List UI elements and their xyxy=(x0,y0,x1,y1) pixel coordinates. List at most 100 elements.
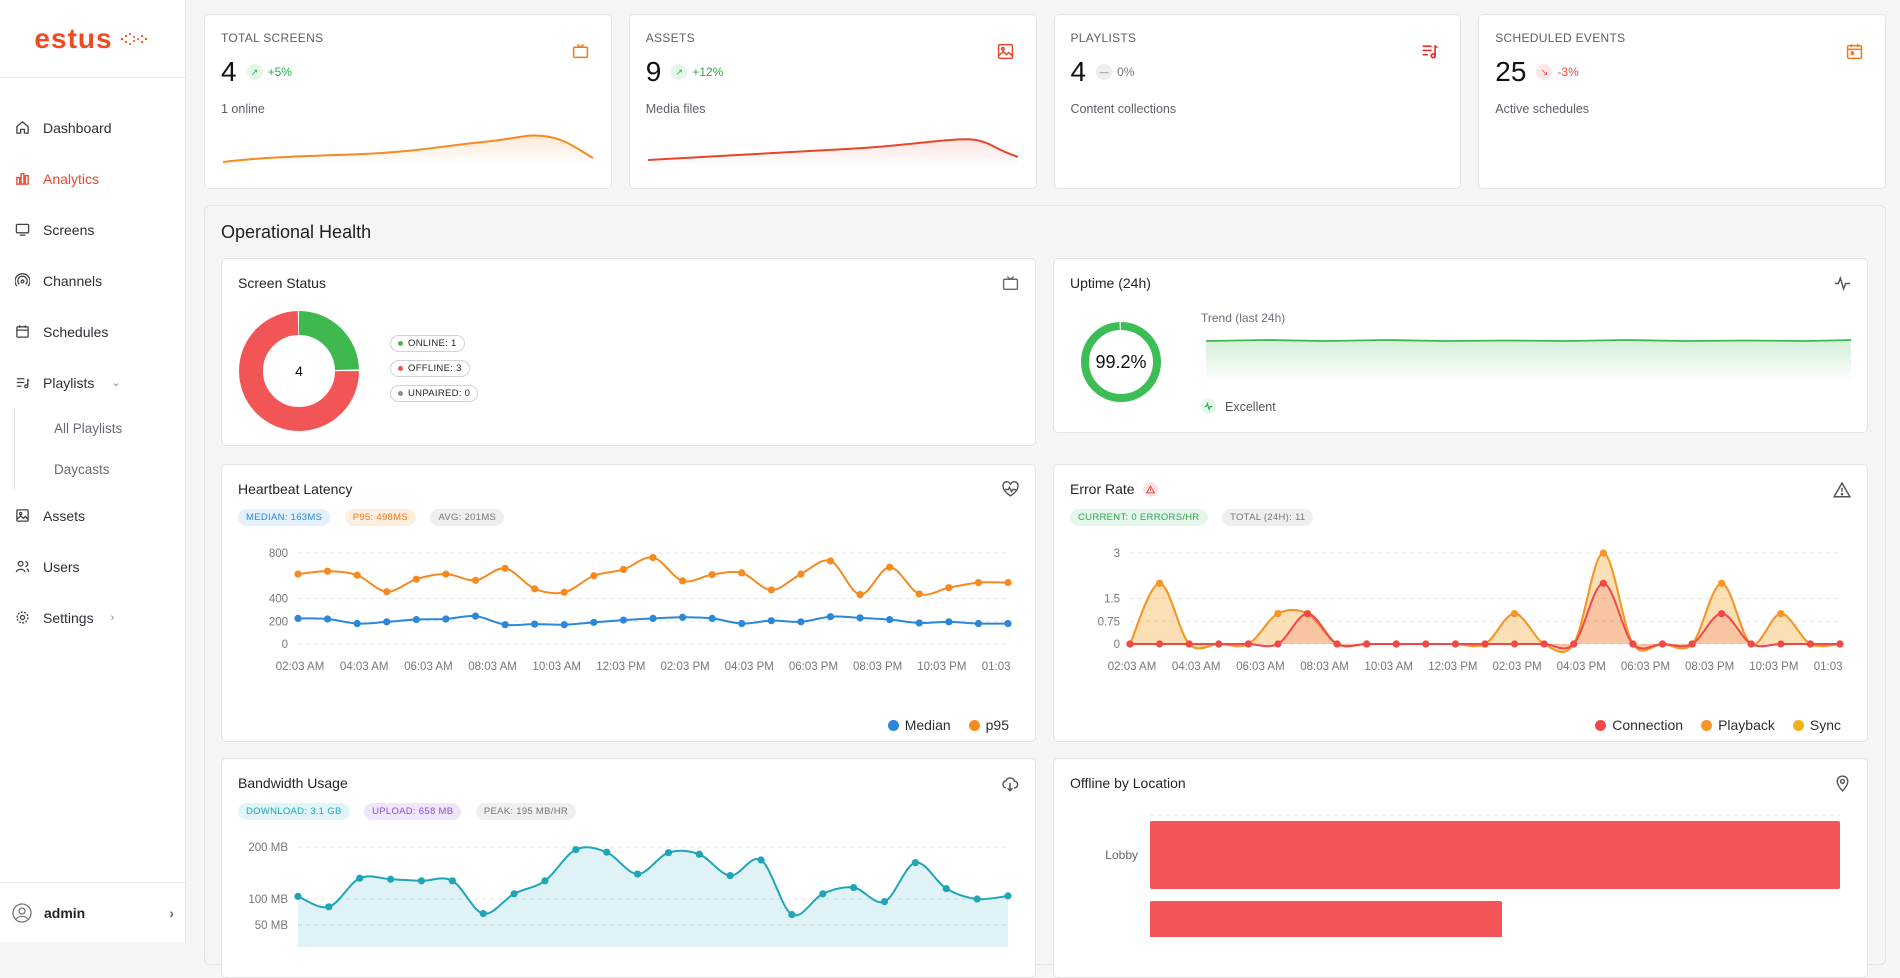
sidebar-item-screens[interactable]: Screens xyxy=(0,204,185,255)
calendar-icon xyxy=(1846,43,1863,65)
logo[interactable]: estus xyxy=(0,0,185,78)
data-point xyxy=(708,614,716,623)
data-point xyxy=(383,618,391,626)
legend-swatch xyxy=(968,719,980,731)
data-point xyxy=(886,615,894,624)
chevron-right-icon: › xyxy=(110,611,115,624)
x-tick-label: 04:03 AM xyxy=(1172,661,1221,673)
kpi-card-playlists[interactable]: PLAYLISTS 4 — 0% Content collections xyxy=(1053,14,1462,189)
list-music-icon xyxy=(1421,43,1439,65)
data-point xyxy=(1333,640,1341,648)
data-point xyxy=(1481,640,1489,648)
avatar-icon xyxy=(12,902,32,923)
sidebar-item-schedules[interactable]: Schedules xyxy=(0,306,185,357)
sidebar-item-label: Channels xyxy=(43,272,103,289)
data-point xyxy=(974,578,983,587)
legend-item-playback: Playback xyxy=(1701,717,1775,733)
subnav-item-daycasts[interactable]: Daycasts xyxy=(54,462,110,477)
data-point xyxy=(973,895,981,903)
data-point xyxy=(767,586,775,594)
data-point xyxy=(708,571,716,579)
x-tick-label: 04:03 AM xyxy=(340,661,389,673)
sidebar-item-settings[interactable]: Settings › xyxy=(0,592,185,643)
sidebar-item-analytics[interactable]: Analytics xyxy=(0,153,185,204)
trend-badge: ↗ +12% xyxy=(671,64,723,80)
data-point xyxy=(1155,640,1164,648)
series-area xyxy=(1130,553,1840,653)
data-point xyxy=(1363,640,1371,648)
data-point xyxy=(501,564,509,572)
logo-mark-icon xyxy=(120,32,147,45)
sidebar-item-label: Settings xyxy=(43,609,94,626)
sidebar-item-dashboard[interactable]: Dashboard xyxy=(0,102,185,153)
data-point xyxy=(531,620,539,628)
data-point xyxy=(856,590,864,599)
uptime-panel: Uptime (24h) 99.2% Trend (last 24h) Exce… xyxy=(1053,258,1868,433)
x-tick-label: 02:03 PM xyxy=(1492,661,1541,673)
data-point xyxy=(788,911,796,919)
monitor-icon xyxy=(14,222,30,238)
heartbeat-legend: Median p95 xyxy=(887,717,1009,733)
x-tick-label: 10:03 AM xyxy=(1364,661,1413,673)
data-point xyxy=(353,571,361,579)
data-point xyxy=(479,909,487,918)
series-area xyxy=(298,847,1008,947)
cloud-download-icon xyxy=(1001,775,1019,798)
status-text: ONLINE: 1 xyxy=(408,338,457,349)
data-point xyxy=(294,570,302,578)
kpi-subtitle: Active schedules xyxy=(1495,102,1590,116)
data-point xyxy=(726,872,734,880)
data-point xyxy=(541,877,549,885)
data-point xyxy=(649,614,657,623)
data-point xyxy=(856,614,864,622)
activity-icon xyxy=(1201,399,1216,414)
sidebar-item-channels[interactable]: Channels xyxy=(0,255,185,306)
data-point xyxy=(1185,640,1193,648)
subnav-item-all-playlists[interactable]: All Playlists xyxy=(54,421,123,436)
x-tick-label: 06:03 AM xyxy=(404,661,453,673)
x-tick-label: 04:03 PM xyxy=(1557,661,1606,673)
status-text: OFFLINE: 3 xyxy=(408,363,462,374)
sidebar-item-assets[interactable]: Assets xyxy=(0,490,185,541)
y-tick-label: 400 xyxy=(269,594,288,606)
data-point xyxy=(1718,610,1726,618)
sidebar: estus Dashboard Analytics Screens Channe… xyxy=(0,0,186,942)
bar xyxy=(1150,901,1502,937)
donut-slice-online xyxy=(239,311,359,431)
data-point xyxy=(1599,549,1607,557)
current-errors-pill: CURRENT: 0 ERRORS/HR xyxy=(1070,509,1208,526)
status-text: UNPAIRED: 0 xyxy=(408,388,471,399)
sidebar-item-label: Users xyxy=(43,558,80,575)
alert-icon xyxy=(1142,481,1158,497)
data-point xyxy=(738,619,746,628)
sidebar-item-users[interactable]: Users xyxy=(0,541,185,592)
uptime-ring-arc xyxy=(1081,322,1161,402)
kpi-card-total-screens[interactable]: TOTAL SCREENS 4 ↗ +5% 1 online xyxy=(204,14,612,189)
user-menu[interactable]: admin › xyxy=(0,882,186,942)
panel-title: Bandwidth Usage xyxy=(238,775,348,791)
data-point xyxy=(353,619,361,628)
data-point xyxy=(531,585,539,593)
screen-status-panel: Screen Status 4 ONLINE: 1 OFFLINE: 3 UNP… xyxy=(221,258,1036,446)
kpi-sparkline xyxy=(647,138,1018,166)
trend-value: +12% xyxy=(692,65,724,79)
legend-label: Sync xyxy=(1809,717,1841,733)
kpi-card-assets[interactable]: ASSETS 9 ↗ +12% Media files xyxy=(628,14,1037,189)
data-point xyxy=(1274,610,1282,618)
panel-title: Offline by Location xyxy=(1070,775,1186,791)
data-point xyxy=(1510,640,1519,648)
x-tick-label: 08:03 AM xyxy=(468,661,517,673)
p95-pill: P95: 498MS xyxy=(344,509,416,526)
data-point xyxy=(678,577,687,585)
data-point xyxy=(880,898,889,906)
y-tick-label: 800 xyxy=(269,548,288,560)
y-tick-label: 100 MB xyxy=(248,894,288,906)
x-tick-label: 10:03 PM xyxy=(1749,661,1798,673)
warning-icon xyxy=(1832,481,1852,504)
kpi-card-scheduled-events[interactable]: SCHEDULED EVENTS 25 ↘ -3% Active schedule… xyxy=(1478,14,1886,189)
calendar-icon xyxy=(14,324,30,340)
data-point xyxy=(826,613,835,621)
sidebar-item-playlists[interactable]: Playlists ⌄ xyxy=(0,357,185,408)
series-line xyxy=(297,556,1009,596)
kpi-label: PLAYLISTS xyxy=(1070,31,1137,45)
